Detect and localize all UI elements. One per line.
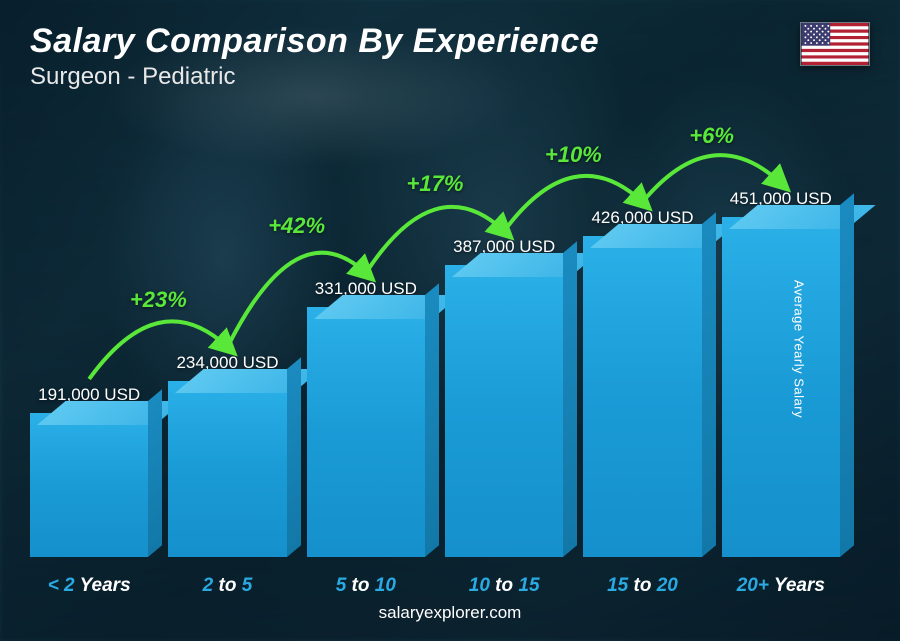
x-axis: < 2 Years 2 to 5 5 to 10 10 to 15 15 to 20 20… — [30, 575, 840, 597]
x-label-3: 10 to 15 — [445, 575, 563, 597]
main-title: Salary Comparison By Experience — [30, 22, 599, 61]
bar-4: 426,000 USD — [583, 208, 701, 557]
us-flag-icon — [800, 22, 870, 66]
subtitle: Surgeon - Pediatric — [30, 63, 599, 91]
bar-side-face — [148, 389, 162, 557]
bar-3d — [168, 381, 286, 557]
x-label-5: 20+ Years — [722, 575, 840, 597]
bar-front-face — [583, 236, 701, 557]
title-block: Salary Comparison By Experience Surgeon … — [30, 22, 599, 91]
bar-side-face — [287, 357, 301, 557]
x-label-2: 5 to 10 — [307, 575, 425, 597]
bar-3d — [30, 413, 148, 557]
x-label-4: 15 to 20 — [583, 575, 701, 597]
x-label-0: < 2 Years — [30, 575, 148, 597]
y-axis-label: Average Yearly Salary — [791, 280, 806, 418]
infographic-container: Salary Comparison By Experience Surgeon … — [0, 0, 900, 641]
bar-3d — [307, 307, 425, 557]
bar-3d — [722, 217, 840, 557]
bar-front-face — [307, 307, 425, 557]
bar-1: 234,000 USD — [168, 353, 286, 557]
bar-front-face — [722, 217, 840, 557]
bar-front-face — [30, 413, 148, 557]
bar-0: 191,000 USD — [30, 385, 148, 557]
bar-side-face — [702, 212, 716, 557]
bar-2: 331,000 USD — [307, 279, 425, 557]
header: Salary Comparison By Experience Surgeon … — [30, 22, 870, 91]
bar-3d — [583, 236, 701, 557]
bars-container: 191,000 USD 234,000 USD 331,000 USD 387,… — [30, 137, 840, 557]
footer-attribution: salaryexplorer.com — [30, 603, 870, 623]
bar-side-face — [563, 241, 577, 557]
chart-area: 191,000 USD 234,000 USD 331,000 USD 387,… — [30, 101, 870, 597]
bar-5: 451,000 USD — [722, 189, 840, 557]
x-label-1: 2 to 5 — [168, 575, 286, 597]
bar-3: 387,000 USD — [445, 237, 563, 557]
bar-front-face — [168, 381, 286, 557]
bar-3d — [445, 265, 563, 557]
bar-side-face — [840, 193, 854, 557]
bar-front-face — [445, 265, 563, 557]
bar-side-face — [425, 283, 439, 557]
